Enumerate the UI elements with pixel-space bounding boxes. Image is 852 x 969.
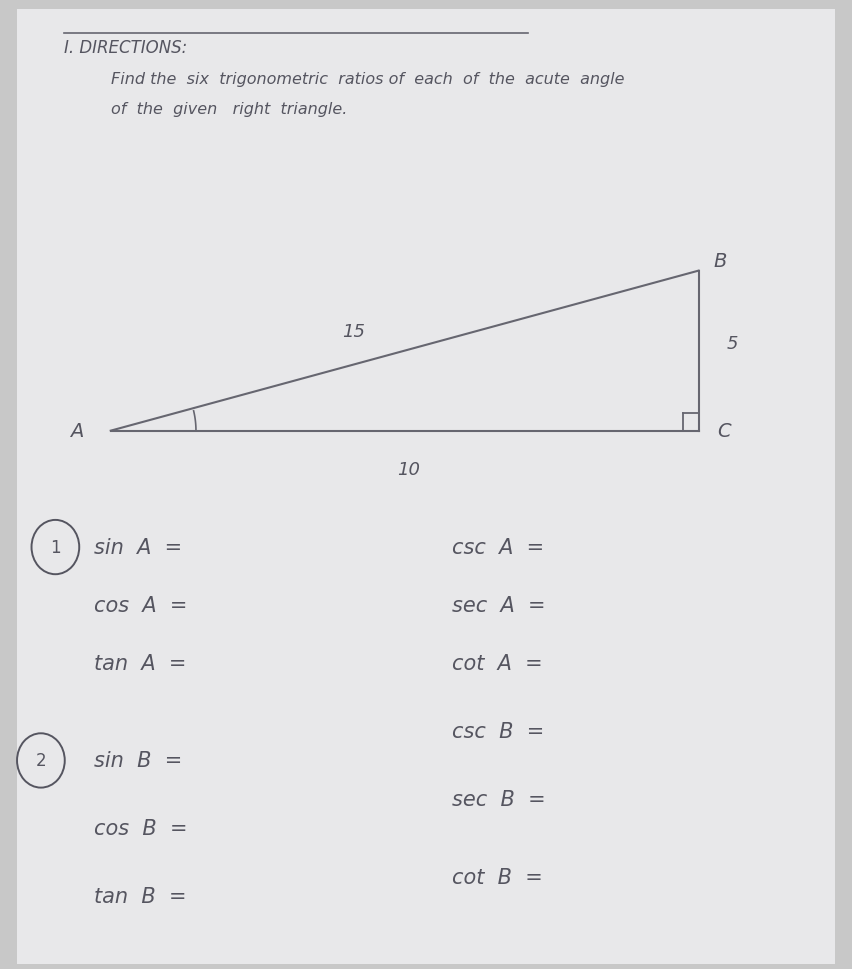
Text: sec  A  =: sec A = [452, 596, 545, 615]
Text: B: B [713, 252, 727, 271]
Text: tan  B  =: tan B = [94, 887, 187, 906]
Text: csc  B  =: csc B = [452, 722, 544, 741]
Text: cot  B  =: cot B = [452, 867, 543, 887]
Text: cos  A  =: cos A = [94, 596, 187, 615]
Text: C: C [717, 422, 731, 441]
Text: sec  B  =: sec B = [452, 790, 545, 809]
Text: 10: 10 [398, 461, 420, 479]
Text: csc  A  =: csc A = [452, 538, 544, 557]
Text: Find the  six  trigonometric  ratios of  each  of  the  acute  angle: Find the six trigonometric ratios of eac… [111, 73, 625, 87]
Text: A: A [70, 422, 83, 441]
Text: of  the  given   right  triangle.: of the given right triangle. [111, 103, 347, 117]
Text: I. DIRECTIONS:: I. DIRECTIONS: [64, 40, 187, 57]
Text: sin  A  =: sin A = [94, 538, 181, 557]
Text: cos  B  =: cos B = [94, 819, 187, 838]
Text: 2: 2 [36, 752, 46, 769]
Text: 5: 5 [727, 335, 739, 353]
Text: cot  A  =: cot A = [452, 654, 542, 673]
Text: 15: 15 [343, 323, 365, 341]
Text: 1: 1 [50, 539, 60, 556]
Text: sin  B  =: sin B = [94, 751, 182, 770]
Text: tan  A  =: tan A = [94, 654, 186, 673]
FancyBboxPatch shape [17, 10, 835, 964]
